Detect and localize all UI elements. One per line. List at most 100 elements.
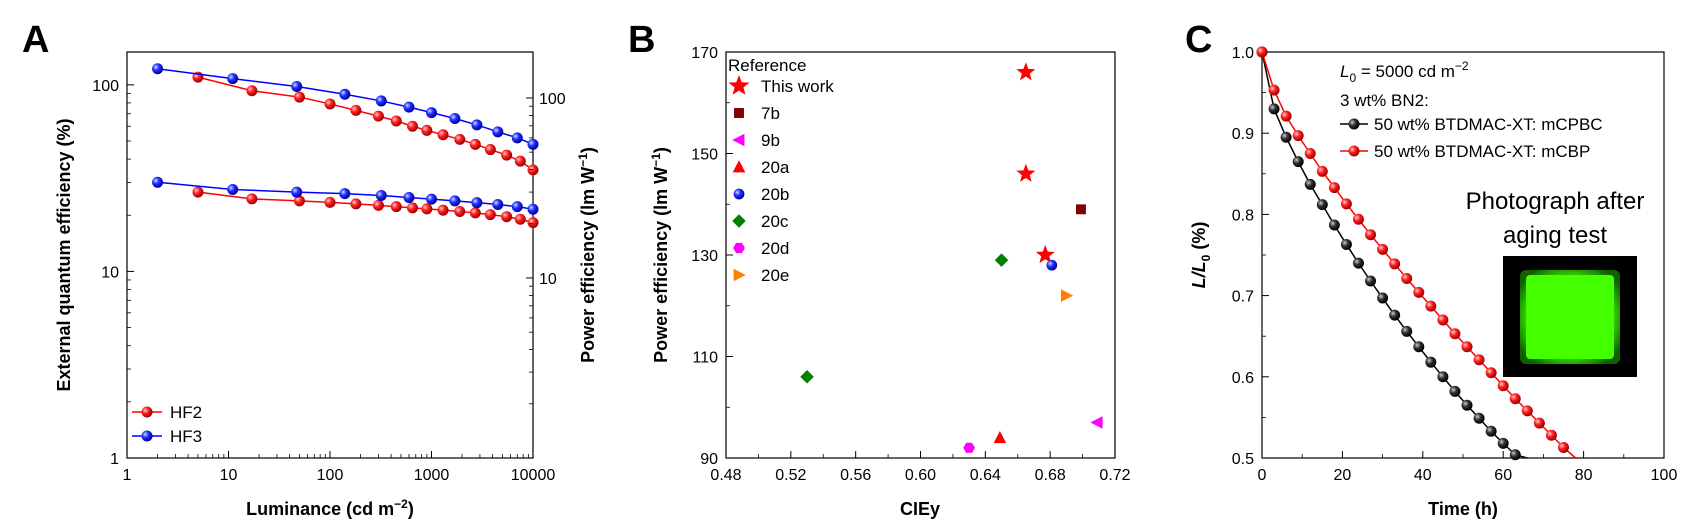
data-point-hf2 [501,211,513,223]
data-point-mcpbc [1425,356,1437,368]
data-point-mcbp [1280,110,1292,122]
panel-b-ytick-label: 130 [691,248,718,265]
legend-hf2-marker [141,406,153,418]
data-point-hf3 [227,73,239,85]
data-point-mcpbc [1365,275,1377,287]
panel-b-xlabel: CIEy [900,499,940,519]
data-point-20c [800,370,814,384]
data-point-mcbp [1328,182,1340,194]
data-point-hf3 [527,138,539,150]
data-point-mcpbc [1485,425,1497,437]
data-point-hf3 [471,119,483,131]
legend-label-20e: 20e [761,266,789,285]
legend-label-7b: 7b [761,104,780,123]
data-point-hf2 [390,201,402,213]
panel-b-xtick-label: 0.68 [1035,467,1066,484]
panel-b-xtick-label: 0.52 [775,467,806,484]
data-point-mcbp [1545,429,1557,441]
data-point-hf3 [403,191,415,203]
panel-b-xtick-label: 0.56 [840,467,871,484]
data-point-mcbp [1340,198,1352,210]
data-point-hf2 [501,149,513,161]
panel-a-ytick-label: 100 [92,78,119,95]
data-point-mcbp [1268,84,1280,96]
data-point-hf2 [469,138,481,150]
data-point-mcbp [1509,393,1521,405]
data-point-hf2 [454,133,466,145]
data-point-mcbp [1437,314,1449,326]
data-point-mcpbc [1280,131,1292,143]
panel-b-ytick-label: 90 [700,451,718,468]
legend-hf3-marker [141,430,153,442]
data-point-mcbp [1352,213,1364,225]
data-point-hf3 [527,203,539,215]
data-point-mcpbc [1461,399,1473,411]
data-point-20d [963,442,975,453]
data-point-mcpbc [1304,178,1316,190]
panel-a-y2label: Power efficiency (lm W−1) [576,147,598,363]
data-point-mcbp [1533,417,1545,429]
data-point-mcbp [1292,130,1304,142]
data-point-hf2 [421,124,433,136]
data-point-20c [994,253,1009,267]
data-point-hf3 [291,186,303,198]
panel-c-legend-dopant: 3 wt% BN2: [1340,91,1429,110]
data-point-hf3 [291,80,303,92]
data-point-hf2 [469,207,481,219]
data-point-mcbp [1449,328,1461,340]
data-point-mcbp [1377,243,1389,255]
panel-label-a: A [22,19,49,61]
panel-a-ticks: 1 10 100 1000 10000 1 10 100 10 100 [92,78,566,484]
panel-b-xtick-label: 0.48 [710,467,741,484]
data-point-hf2 [293,195,305,207]
legend-marker-9b [732,133,745,147]
panel-c-xlabel: Time (h) [1428,499,1498,519]
data-point-hf2 [484,209,496,221]
panel-b-chart: 0.48 0.52 0.56 0.60 0.64 0.68 0.72 90 110 130 150 1… [649,45,1131,519]
data-point-this-work [1035,245,1055,264]
panel-a-ytick-label: 10 [101,264,119,281]
panel-a-xtick-label: 100 [317,467,344,484]
inset-photo-emitting-pixel [1526,275,1614,359]
data-point-hf2 [421,203,433,215]
panel-b-xtick-label: 0.72 [1099,467,1130,484]
data-point-hf3 [511,132,523,144]
data-point-mcpbc [1377,292,1389,304]
data-point-hf2 [372,199,384,211]
data-point-mcbp [1461,341,1473,353]
data-point-mcpbc [1292,156,1304,168]
data-point-mcbp [1485,367,1497,379]
panel-a-y2tick-label: 100 [539,91,566,108]
data-point-hf2 [293,91,305,103]
legend-marker-20b [733,188,745,200]
data-point-7b [1076,204,1086,215]
legend-marker-20e [733,268,746,282]
data-point-hf3 [339,188,351,200]
panel-a-marks [152,63,539,229]
panel-a-xtick-label: 1 [123,467,132,484]
data-point-mcpbc [1352,257,1364,269]
data-point-hf3 [449,195,461,207]
data-point-hf2 [372,110,384,122]
data-point-hf2 [324,98,336,110]
legend-marker-7b [734,108,744,118]
data-point-hf3 [511,201,523,213]
legend-label-20a: 20a [761,158,790,177]
data-point-hf2 [514,213,526,225]
data-point-hf3 [449,113,461,125]
data-point-hf3 [471,197,483,209]
data-point-hf3 [227,184,239,196]
data-point-hf2 [350,198,362,210]
panel-c-ytick-label: 0.5 [1232,451,1254,468]
legend-hf3-label: HF3 [170,427,202,446]
panel-c-plot-frame [1261,51,1665,459]
panel-a-xtick-label: 10 [220,467,238,484]
data-point-hf2 [437,129,449,141]
panel-b-xtick-label: 0.60 [905,467,936,484]
legend-label-20b: 20b [761,185,789,204]
panel-c-marks [1256,46,1577,461]
data-point-mcbp [1473,354,1485,366]
data-point-hf2 [527,217,539,229]
data-point-hf3 [403,101,415,113]
